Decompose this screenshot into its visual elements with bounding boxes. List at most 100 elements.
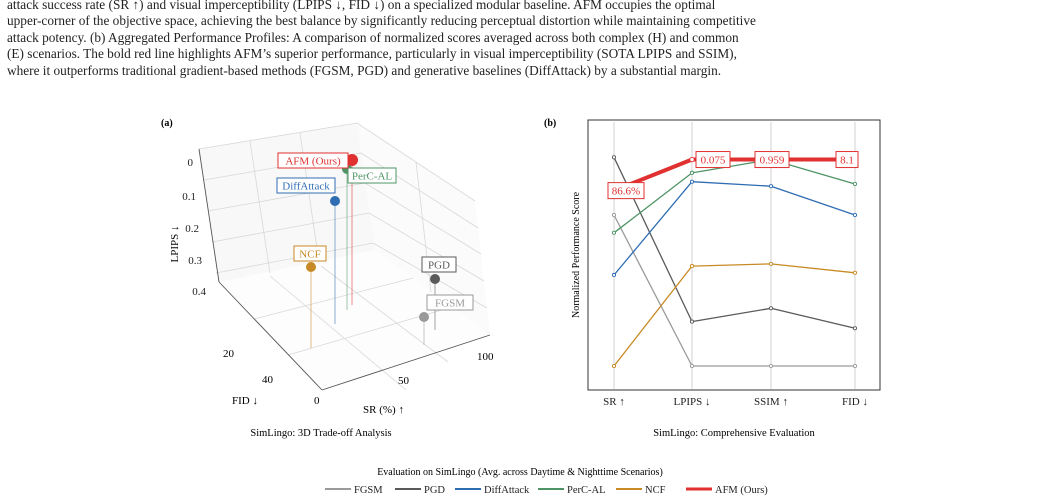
panel-b-title: SimLingo: Comprehensive Evaluation bbox=[653, 428, 815, 439]
y-axis-label-b: Normalized Performance Score bbox=[571, 191, 582, 318]
label-diffattack: DiffAttack bbox=[282, 181, 330, 193]
annotation-label: 86.6% bbox=[612, 186, 640, 198]
caption-line: upper-corner of the objective space, ach… bbox=[7, 13, 756, 29]
series-point-fgsm bbox=[611, 212, 617, 218]
legend-items: FGSM PGD DiffAttack PerC-AL NCF AFM (Ours) bbox=[325, 485, 768, 496]
annotation-box bbox=[695, 151, 731, 169]
label-perc-al: PerC-AL bbox=[352, 171, 393, 183]
x-ticks: 20 40 bbox=[223, 348, 274, 386]
point-pgd bbox=[430, 274, 440, 284]
figure-caption: attack success rate (SR ↑) and visual im… bbox=[7, 0, 1037, 79]
label-box-pgd bbox=[421, 256, 457, 273]
category-tick-label: SR ↑ bbox=[603, 396, 625, 408]
annotations-b: 86.6% 0.075 0.959 8.1 bbox=[607, 151, 859, 200]
series-point-diffattack bbox=[852, 212, 858, 218]
z-tick: 0.3 bbox=[188, 255, 202, 267]
point-fgsm bbox=[419, 312, 429, 322]
label-pgd: PGD bbox=[428, 260, 450, 272]
series-point-fgsm bbox=[768, 363, 774, 369]
annotation-box bbox=[835, 151, 859, 169]
panel-a-label: (a) bbox=[161, 118, 173, 129]
series-point-pgd bbox=[768, 306, 774, 311]
points-a bbox=[306, 154, 440, 322]
label-box-fgsm bbox=[426, 294, 474, 311]
caption-line: (E) scenarios. The bold red line highlig… bbox=[7, 46, 737, 62]
x-axis-label: FID ↓ bbox=[232, 395, 258, 407]
annotation-label: 8.1 bbox=[840, 155, 854, 167]
label-fgsm: FGSM bbox=[435, 298, 465, 310]
category-tick-label: SSIM ↑ bbox=[754, 396, 788, 408]
plot-frame bbox=[587, 119, 881, 391]
legend-title: Evaluation on SimLingo (Avg. across Dayt… bbox=[377, 467, 663, 478]
series-point-ncf bbox=[852, 270, 858, 275]
series-point-diffattack bbox=[768, 184, 774, 189]
floor bbox=[219, 250, 490, 390]
ticks-b: SR ↑ LPIPS ↓ SSIM ↑ FID ↓ bbox=[603, 396, 868, 408]
legend-label: PerC-AL bbox=[567, 485, 606, 496]
point-diffattack bbox=[330, 196, 340, 206]
z-ticks: 0 0.1 0.2 0.3 0.4 bbox=[182, 157, 206, 298]
label-ncf: NCF bbox=[299, 249, 320, 261]
series-point-perc-al bbox=[611, 230, 617, 235]
labels-a: FGSM PGD NCF DiffAttack PerC-AL AFM (Ours) bbox=[276, 152, 474, 311]
category-tick-label: FID ↓ bbox=[842, 396, 868, 408]
point-afm-ours bbox=[346, 154, 358, 166]
series-point-afm-ours bbox=[689, 156, 695, 163]
series-line-pgd bbox=[613, 157, 856, 329]
caption-line: attack success rate (SR ↑) and visual im… bbox=[7, 0, 716, 12]
legend-label: NCF bbox=[645, 485, 666, 496]
z-axis-label: LPIPS ↓ bbox=[169, 226, 181, 263]
label-box-perc-al bbox=[347, 167, 397, 184]
x-tick: 20 bbox=[223, 348, 235, 360]
panel-b-label: (b) bbox=[544, 118, 556, 129]
stems-a bbox=[310, 160, 436, 348]
category-tick-label: LPIPS ↓ bbox=[674, 396, 711, 408]
series-line-diffattack bbox=[613, 181, 856, 276]
series-line-fgsm bbox=[613, 214, 855, 367]
series-line-afm-ours bbox=[613, 157, 855, 193]
series-point-perc-al bbox=[689, 170, 695, 175]
legend-label: FGSM bbox=[354, 485, 383, 496]
z-tick: 0.4 bbox=[192, 286, 206, 298]
legend-label: PGD bbox=[424, 485, 445, 496]
annotation-box bbox=[607, 182, 645, 200]
annotation-label: 0.075 bbox=[701, 155, 726, 167]
point-ncf bbox=[306, 262, 316, 272]
z-tick: 0 bbox=[188, 157, 194, 169]
series-point-fgsm bbox=[689, 363, 695, 369]
panel-b-parallel-plot: (b) 86.6% 0.075 0.959 8.1 SR ↑ LPIPS ↓ SSIM ↑… bbox=[544, 118, 881, 439]
z-tick: 0.2 bbox=[185, 223, 199, 235]
annotation-box bbox=[754, 151, 790, 169]
panel-a-3d-plot: (a) FGSM PGD NCF DiffAttack PerC-AL AFM (Ours… bbox=[161, 118, 494, 439]
legend: Evaluation on SimLingo (Avg. across Dayt… bbox=[325, 467, 768, 496]
caption-line: attack potency. (b) Aggregated Performan… bbox=[7, 29, 739, 45]
x-tick: 40 bbox=[262, 374, 274, 386]
series-point-ncf bbox=[768, 261, 774, 266]
y-tick: 0 bbox=[314, 395, 320, 407]
series-point-diffattack bbox=[689, 179, 695, 184]
legend-label: AFM (Ours) bbox=[715, 485, 768, 496]
label-box-ncf bbox=[293, 245, 327, 262]
label-box-diffattack bbox=[276, 177, 336, 194]
y-tick: 50 bbox=[398, 375, 410, 387]
series-point-ncf bbox=[611, 363, 617, 369]
series-point-diffattack bbox=[611, 272, 617, 278]
series-point-ncf bbox=[689, 264, 695, 269]
panel-a-subtitle: SimLingo: 3D Trade-off Analysis bbox=[250, 428, 391, 439]
lines-b bbox=[611, 155, 858, 369]
annotation-label: 0.959 bbox=[760, 155, 785, 167]
series-point-pgd bbox=[611, 155, 617, 160]
label-box-afm-ours bbox=[277, 152, 349, 169]
series-point-perc-al bbox=[852, 181, 858, 187]
series-line-perc-al bbox=[613, 158, 856, 234]
y-tick: 100 bbox=[477, 351, 494, 363]
caption-line: where it outperforms traditional gradien… bbox=[7, 62, 722, 78]
y-ticks: 0 50 100 bbox=[314, 351, 494, 407]
series-point-fgsm bbox=[852, 363, 858, 369]
y-axis-label: SR (%) ↑ bbox=[363, 404, 404, 416]
label-afm-ours: AFM (Ours) bbox=[285, 156, 341, 168]
legend-label: DiffAttack bbox=[484, 485, 530, 496]
series-point-pgd bbox=[689, 319, 695, 324]
z-tick: 0.1 bbox=[182, 191, 196, 203]
